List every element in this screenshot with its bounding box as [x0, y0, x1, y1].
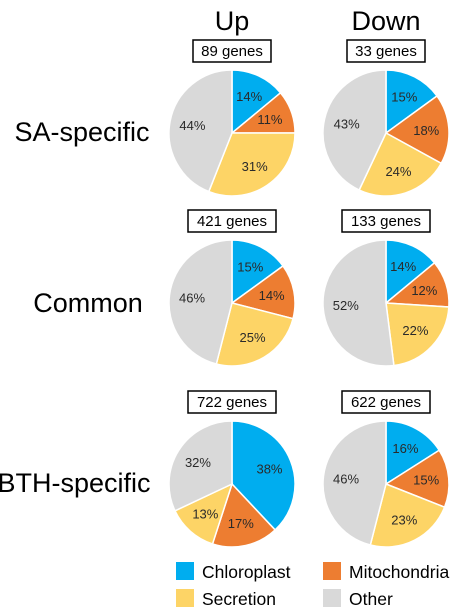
pie-bth-specific-up-label-secretion: 13% [192, 507, 218, 522]
column-header-up: Up [215, 6, 250, 36]
pie-bth-specific-up-label-other: 32% [185, 455, 211, 470]
pie-sa-specific-up-label-other: 44% [179, 118, 205, 133]
pie-bth-specific-up-count-label: 722 genes [197, 394, 267, 411]
pie-bth-specific-up-count-box [187, 390, 277, 414]
pie-common-up-count-label: 421 genes [197, 213, 267, 230]
pie-sa-specific-down-slice-other [322, 69, 387, 191]
legend-label-secretion: Secretion [202, 589, 276, 609]
pie-sa-specific-up-slice-chloroplast [231, 69, 282, 135]
pie-common-down-slice-chloroplast [385, 239, 436, 305]
pie-sa-specific-down-label-other: 43% [334, 117, 360, 132]
pie-sa-specific-down-label-mitochondria: 18% [413, 123, 439, 138]
legend: Chloroplast Mitochondria Secretion Other [176, 562, 449, 609]
pie-common-down-label-chloroplast: 14% [390, 259, 416, 274]
pie-sa-specific-up-count-label: 89 genes [201, 43, 263, 60]
pie-grid: 14% 11% 31% 44% 89 genes 15% 18% 24% 43% 33 genes… [168, 39, 450, 548]
pie-bth-specific-up-slice-other [168, 420, 233, 512]
pie-sa-specific-up-slice-secretion [207, 132, 296, 197]
pie-sa-specific-down-slice-secretion [358, 131, 443, 197]
pie-common-down: 14% 12% 22% 52% 133 genes [322, 209, 450, 367]
legend-swatch-chloroplast [176, 562, 194, 580]
pie-bth-specific-down-label-chloroplast: 16% [392, 441, 418, 456]
legend-label-mitochondria: Mitochondria [349, 562, 449, 582]
pie-sa-specific-up-slice-other [168, 69, 233, 193]
pie-bth-specific-down-slice-other [322, 420, 387, 546]
legend-swatch-secretion [176, 589, 194, 607]
pie-sa-specific-down-count-label: 33 genes [355, 43, 417, 60]
pie-common-down-count-label: 133 genes [351, 213, 421, 230]
pie-bth-specific-up: 38% 17% 13% 32% 722 genes [168, 390, 296, 548]
pie-common-down-label-other: 52% [333, 298, 359, 313]
pie-common-up-label-other: 46% [179, 290, 205, 305]
pie-bth-specific-down-slice-secretion [369, 482, 446, 548]
pie-common-down-label-mitochondria: 12% [411, 283, 437, 298]
pie-bth-specific-up-slice-chloroplast [231, 420, 296, 531]
pie-bth-specific-down-slice-mitochondria [384, 449, 450, 509]
pie-common-down-slice-secretion [385, 302, 450, 367]
pie-sa-specific-up-label-chloroplast: 14% [236, 89, 262, 104]
legend-label-chloroplast: Chloroplast [202, 562, 291, 582]
pie-common-up-label-secretion: 25% [240, 330, 266, 345]
pie-common-up: 15% 14% 25% 46% 421 genes [168, 209, 296, 367]
pie-bth-specific-up-label-mitochondria: 17% [228, 516, 254, 531]
pie-common-up-slice-other [168, 239, 233, 365]
pie-common-up-slice-mitochondria [230, 264, 296, 320]
pie-sa-specific-up-label-secretion: 31% [242, 159, 268, 174]
pie-bth-specific-down-label-other: 46% [333, 471, 359, 486]
pie-bth-specific-up-label-chloroplast: 38% [256, 462, 282, 477]
pie-sa-specific-down-label-secretion: 24% [385, 164, 411, 179]
row-label-bth-specific: BTH-specific [0, 468, 151, 498]
row-label-common: Common [33, 288, 143, 318]
column-header-down: Down [351, 6, 420, 36]
pie-sa-specific-up-count-box [192, 39, 272, 63]
pie-sa-specific-up-label-mitochondria: 11% [257, 112, 282, 127]
pie-bth-specific-up-slice-mitochondria [211, 482, 277, 548]
pie-common-up-label-mitochondria: 14% [259, 288, 285, 303]
pie-bth-specific-down-label-secretion: 23% [391, 512, 417, 527]
pie-sa-specific-down-count-box [346, 39, 426, 63]
pie-sa-specific-down-slice-mitochondria [384, 94, 450, 165]
pie-common-down-label-secretion: 22% [402, 323, 428, 338]
pie-bth-specific-down-count-box [341, 390, 431, 414]
pie-common-down-slice-other [322, 239, 395, 367]
pie-sa-specific-down-label-chloroplast: 15% [391, 90, 417, 105]
pie-sa-specific-up: 14% 11% 31% 44% 89 genes [168, 39, 296, 197]
legend-swatch-mitochondria [323, 562, 341, 580]
pie-sa-specific-down-slice-chloroplast [385, 69, 439, 135]
pie-common-up-slice-secretion [215, 302, 294, 367]
pie-bth-specific-down-slice-chloroplast [385, 420, 441, 486]
pie-common-up-count-box [187, 209, 277, 233]
pie-sa-specific-down: 15% 18% 24% 43% 33 genes [322, 39, 450, 197]
pie-common-up-slice-chloroplast [231, 239, 285, 305]
pie-common-up-label-chloroplast: 15% [237, 260, 263, 275]
pie-bth-specific-down: 16% 15% 23% 46% 622 genes [322, 390, 450, 548]
legend-swatch-other [323, 589, 341, 607]
pie-bth-specific-down-count-label: 622 genes [351, 394, 421, 411]
row-label-sa-specific: SA-specific [14, 117, 149, 147]
pie-bth-specific-down-label-mitochondria: 15% [413, 473, 439, 488]
legend-label-other: Other [349, 589, 393, 609]
pie-common-down-count-box [341, 209, 431, 233]
